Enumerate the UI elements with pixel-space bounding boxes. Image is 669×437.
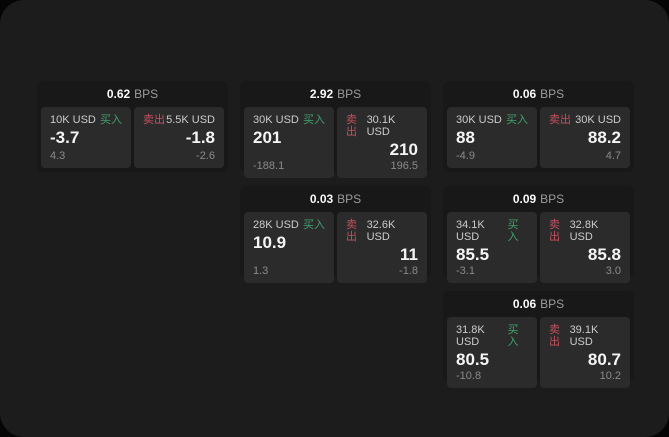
bps-value: 0.03 [309, 192, 334, 206]
buy-panel[interactable]: 31.8K USD 买入 80.5 -10.8 [447, 317, 537, 388]
buy-panel[interactable]: 10K USD 买入 -3.7 4.3 [41, 107, 131, 168]
sell-delta: 4.7 [605, 149, 621, 162]
quote-card-6: 0.06 BPS 31.8K USD 买入 80.5 -10.8 卖出 39.1… [443, 291, 634, 388]
buy-price: 201 [253, 128, 282, 148]
quote-card-5: 0.09 BPS 34.1K USD 买入 85.5 -3.1 卖出 32.8K… [443, 186, 634, 283]
buy-delta: -4.9 [456, 149, 475, 162]
bps-header: 0.06 BPS [443, 291, 634, 317]
sell-amount: 32.6K USD [366, 219, 396, 244]
sell-panel[interactable]: 卖出 30K USD 88.2 4.7 [540, 107, 630, 168]
sell-delta: 3.0 [605, 264, 621, 277]
bps-header: 0.03 BPS [240, 186, 431, 212]
sell-delta: -2.6 [196, 149, 215, 162]
sell-price: 210 [389, 140, 418, 160]
sell-amount: 30.1K USD [366, 114, 396, 139]
sell-delta: 196.5 [390, 159, 418, 172]
quote-panels: 28K USD 买入 10.9 1.3 卖出 32.6K USD 11 -1.8 [240, 212, 431, 287]
sell-amount: 39.1K USD [569, 324, 599, 349]
buy-amount: 30K USD [456, 114, 502, 126]
sell-panel[interactable]: 卖出 32.8K USD 85.8 3.0 [540, 212, 630, 283]
bps-value: 2.92 [309, 87, 334, 101]
sell-panel[interactable]: 卖出 30.1K USD 210 196.5 [337, 107, 427, 178]
buy-amount: 34.1K USD [456, 219, 485, 244]
buy-price: 80.5 [456, 350, 490, 370]
buy-amount: 30K USD [253, 114, 299, 126]
sell-delta: 10.2 [599, 369, 621, 382]
buy-panel[interactable]: 34.1K USD 买入 85.5 -3.1 [447, 212, 537, 283]
sell-price: -1.8 [185, 128, 215, 148]
quote-panels: 10K USD 买入 -3.7 4.3 卖出 5.5K USD -1.8 -2.… [37, 107, 228, 172]
buy-delta: 4.3 [50, 149, 66, 162]
bps-unit-label: BPS [540, 87, 565, 101]
buy-label: 买入 [303, 219, 325, 231]
sell-delta: -1.8 [399, 264, 418, 277]
buy-delta: -10.8 [456, 369, 482, 382]
sell-amount: 5.5K USD [166, 114, 215, 126]
buy-amount: 10K USD [50, 114, 96, 126]
bps-header: 0.09 BPS [443, 186, 634, 212]
sell-label: 卖出 [346, 114, 357, 139]
buy-panel[interactable]: 30K USD 买入 201 -188.1 [244, 107, 334, 178]
bps-unit-label: BPS [337, 87, 362, 101]
buy-price: 10.9 [253, 233, 287, 253]
sell-price: 80.7 [587, 350, 621, 370]
quote-panels: 30K USD 买入 88 -4.9 卖出 30K USD 88.2 4.7 [443, 107, 634, 172]
sell-panel[interactable]: 卖出 39.1K USD 80.7 10.2 [540, 317, 630, 388]
buy-delta: 1.3 [253, 264, 269, 277]
quote-card-4: 0.03 BPS 28K USD 买入 10.9 1.3 卖出 32.6K US… [240, 186, 431, 283]
sell-label: 卖出 [143, 114, 165, 126]
buy-label: 买入 [303, 114, 325, 126]
bps-unit-label: BPS [540, 297, 565, 311]
bps-value: 0.06 [512, 87, 537, 101]
buy-price: 85.5 [456, 245, 490, 265]
quote-card-2: 2.92 BPS 30K USD 买入 201 -188.1 卖出 30.1K … [240, 81, 431, 178]
quote-card-1: 0.62 BPS 10K USD 买入 -3.7 4.3 卖出 5.5K USD [37, 81, 228, 172]
buy-price: -3.7 [50, 128, 80, 148]
sell-label: 卖出 [549, 114, 571, 126]
buy-delta: -3.1 [456, 264, 475, 277]
sell-panel[interactable]: 卖出 5.5K USD -1.8 -2.6 [134, 107, 224, 168]
sell-price: 85.8 [587, 245, 621, 265]
sell-price: 11 [400, 245, 418, 265]
quote-panels: 30K USD 买入 201 -188.1 卖出 30.1K USD 210 1… [240, 107, 431, 182]
sell-label: 卖出 [346, 219, 357, 244]
buy-panel[interactable]: 28K USD 买入 10.9 1.3 [244, 212, 334, 283]
sell-label: 卖出 [549, 219, 560, 244]
buy-amount: 31.8K USD [456, 324, 485, 349]
buy-label: 买入 [507, 219, 519, 244]
bps-unit-label: BPS [337, 192, 362, 206]
bps-value: 0.09 [512, 192, 537, 206]
buy-label: 买入 [507, 324, 519, 349]
bps-unit-label: BPS [134, 87, 159, 101]
quote-card-3: 0.06 BPS 30K USD 买入 88 -4.9 卖出 30K USD [443, 81, 634, 172]
sell-amount: 32.8K USD [569, 219, 599, 244]
sell-price: 88.2 [587, 128, 621, 148]
bps-value: 0.06 [512, 297, 537, 311]
sell-label: 卖出 [549, 324, 560, 349]
quote-panels: 31.8K USD 买入 80.5 -10.8 卖出 39.1K USD 80.… [443, 317, 634, 392]
bps-unit-label: BPS [540, 192, 565, 206]
buy-delta: -188.1 [253, 159, 285, 172]
buy-price: 88 [456, 128, 475, 148]
buy-panel[interactable]: 30K USD 买入 88 -4.9 [447, 107, 537, 168]
bps-header: 0.06 BPS [443, 81, 634, 107]
sell-amount: 30K USD [575, 114, 621, 126]
quote-panels: 34.1K USD 买入 85.5 -3.1 卖出 32.8K USD 85.8… [443, 212, 634, 287]
bps-value: 0.62 [106, 87, 131, 101]
buy-amount: 28K USD [253, 219, 299, 231]
quote-card-grid: 0.62 BPS 10K USD 买入 -3.7 4.3 卖出 5.5K USD [37, 81, 634, 388]
buy-label: 买入 [100, 114, 122, 126]
bps-header: 0.62 BPS [37, 81, 228, 107]
buy-label: 买入 [506, 114, 528, 126]
sell-panel[interactable]: 卖出 32.6K USD 11 -1.8 [337, 212, 427, 283]
bps-header: 2.92 BPS [240, 81, 431, 107]
